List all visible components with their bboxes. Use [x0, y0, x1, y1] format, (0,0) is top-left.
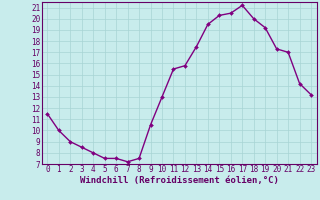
X-axis label: Windchill (Refroidissement éolien,°C): Windchill (Refroidissement éolien,°C): [80, 176, 279, 185]
